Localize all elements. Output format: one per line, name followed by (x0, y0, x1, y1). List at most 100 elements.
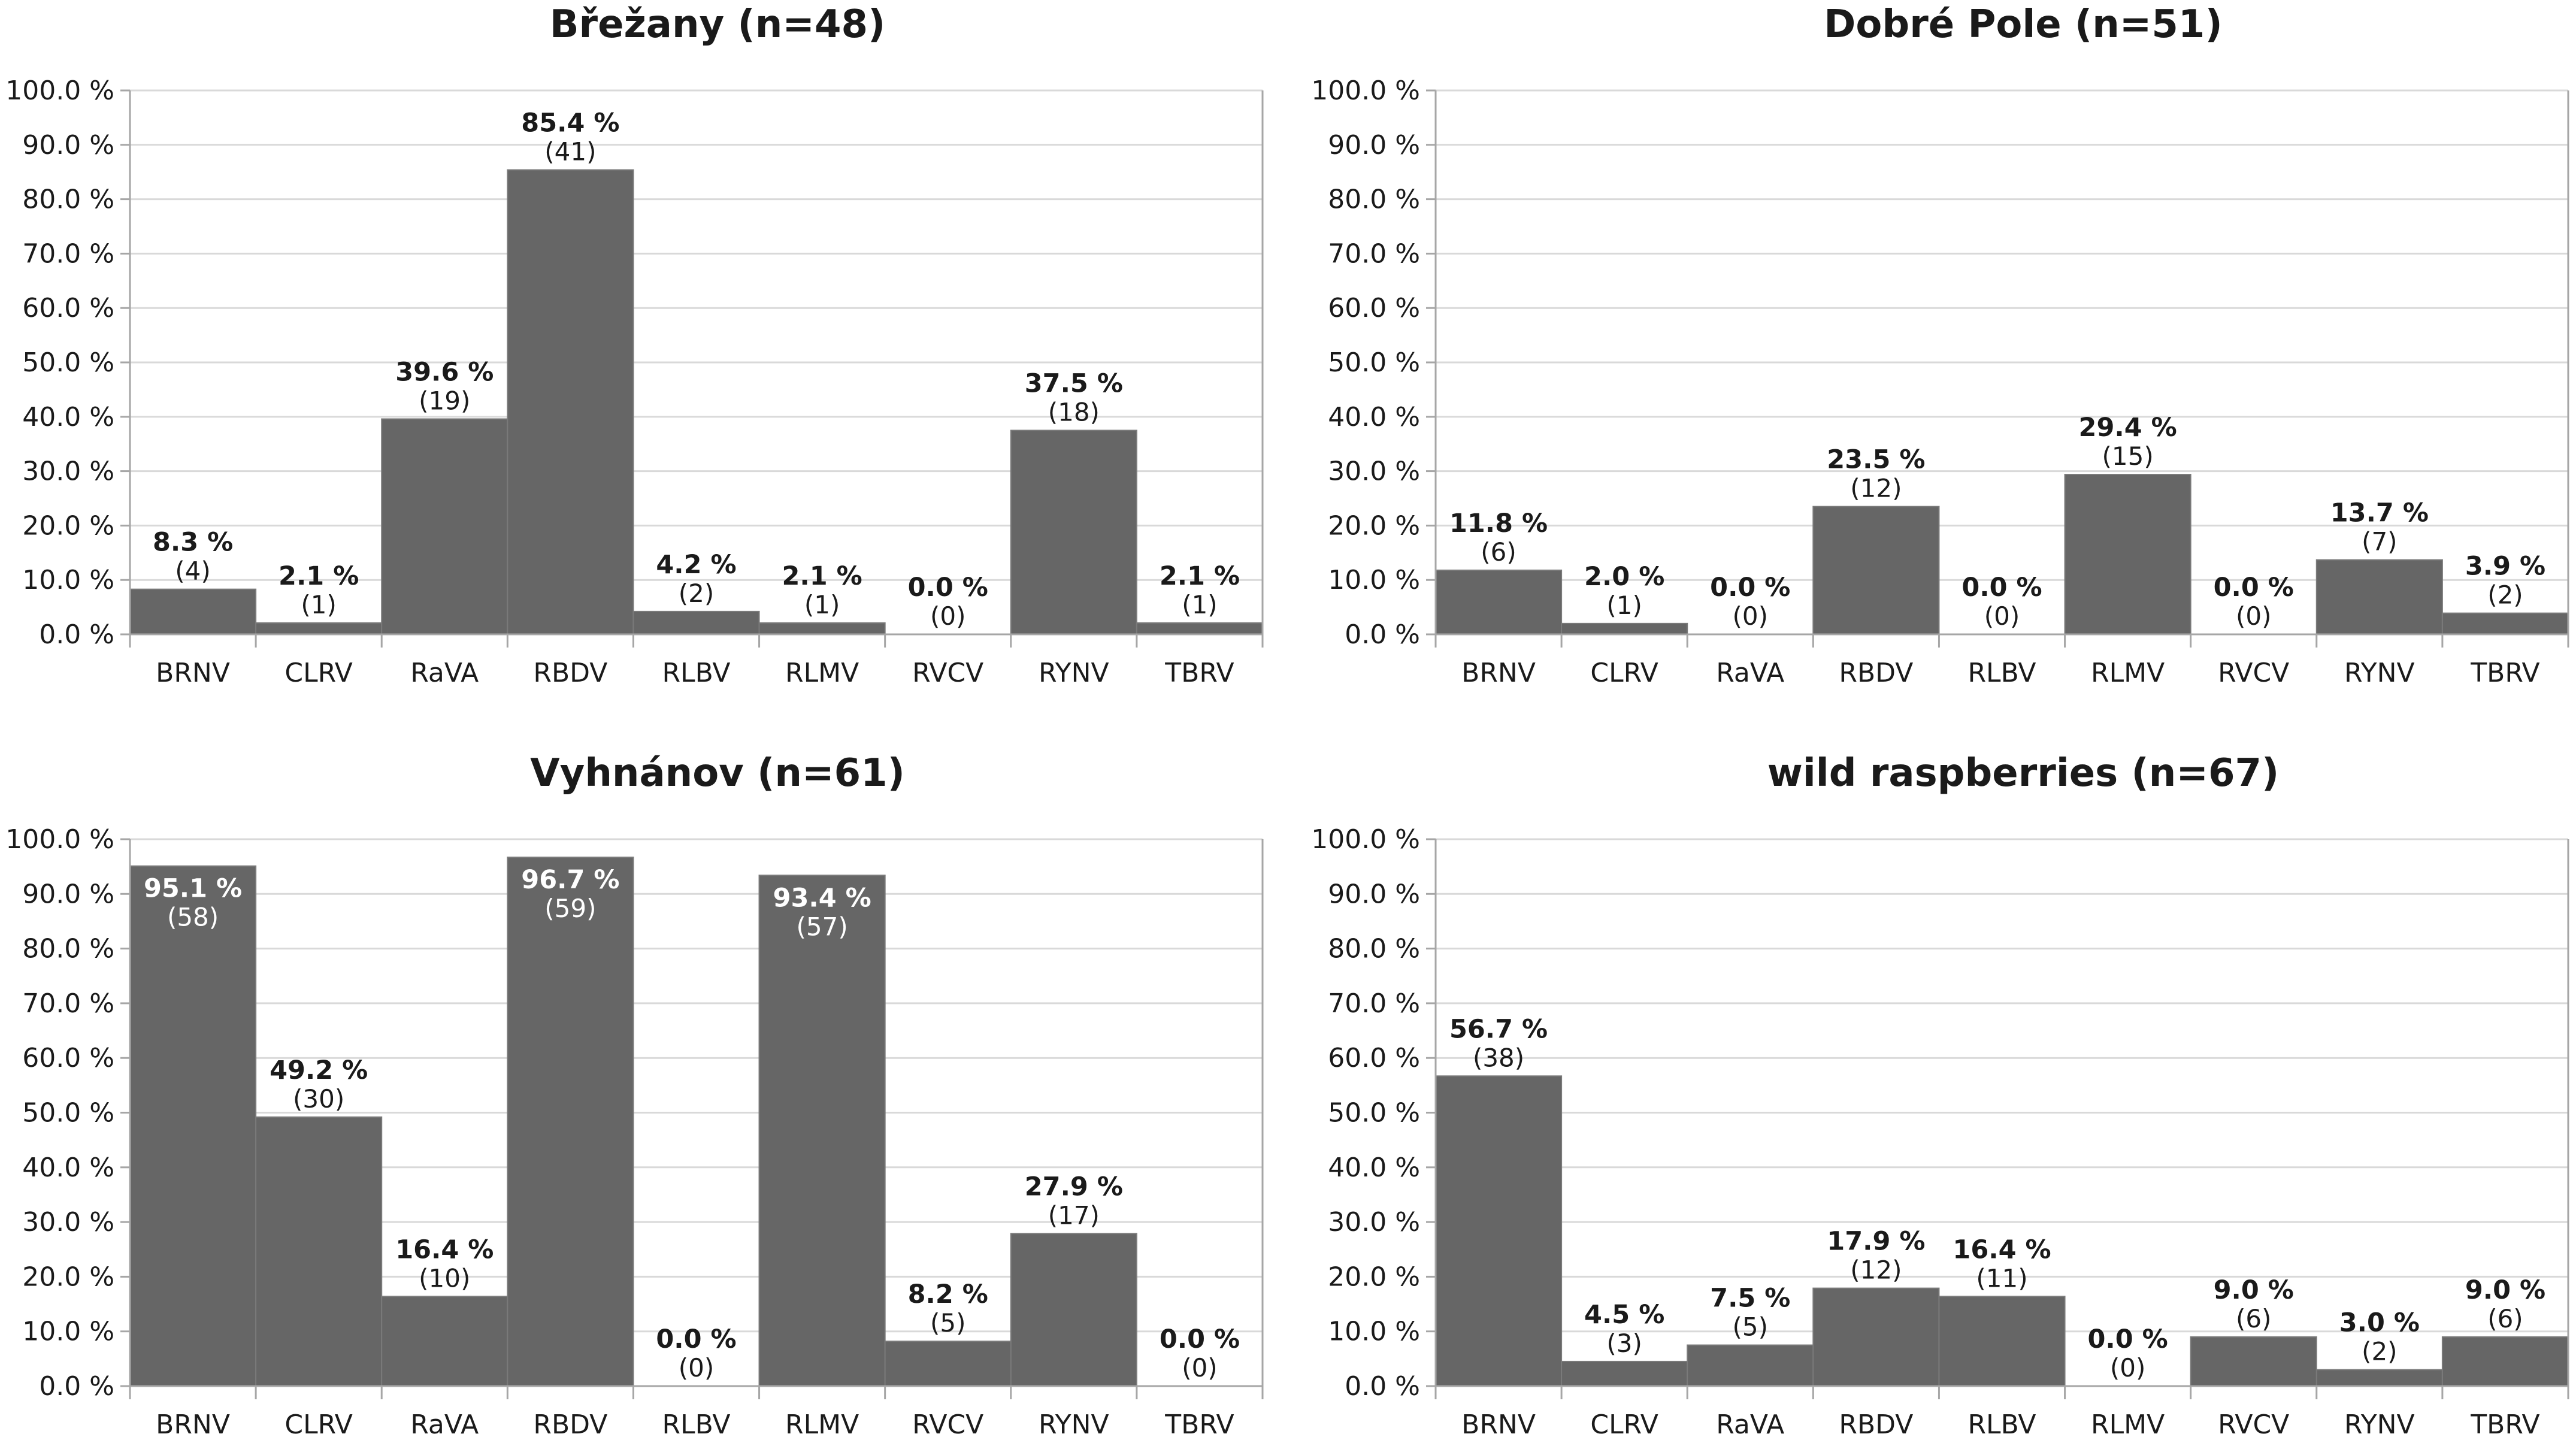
x-tick-label: CLRV (284, 1409, 353, 1440)
chart-panel-0: Břežany (n=48) 0.0 % 10.0 % 20.0 % 30.0 % 40.… (5, 2, 1264, 688)
y-tick-label: 10.0 % (22, 565, 114, 595)
data-label-count: (30) (293, 1084, 344, 1114)
bar-rynv (1010, 429, 1137, 635)
x-tick-label: RBDV (1839, 1409, 1913, 1440)
data-label-count: (2) (2362, 1337, 2398, 1366)
x-tick-label: TBRV (2470, 658, 2539, 688)
y-tick-label: 40.0 % (1328, 1152, 1420, 1183)
y-tick-label: 40.0 % (22, 1152, 114, 1183)
axis-frame (129, 839, 1264, 1387)
data-label-percent: 49.2 % (270, 1055, 368, 1085)
bar-clrv (255, 622, 383, 636)
data-label-percent: 3.9 % (2465, 552, 2545, 582)
bar-tbrv (2441, 1336, 2569, 1387)
bar-brnv (1435, 569, 1563, 636)
bar-rbdv (1812, 506, 1940, 635)
data-label-percent: 2.1 % (1160, 561, 1240, 591)
x-tick-label: CLRV (284, 658, 353, 688)
chart-title: Vyhnánov (n=61) (530, 751, 905, 795)
y-tick-label: 100.0 % (5, 824, 114, 855)
y-tick-label: 0.0 % (39, 619, 114, 650)
x-tick-label: CLRV (1590, 1409, 1658, 1440)
y-tick-label: 40.0 % (1328, 402, 1420, 432)
axis-frame (1434, 90, 2569, 636)
y-tick-label: 40.0 % (22, 402, 114, 432)
chart-title: Dobré Pole (n=51) (1824, 2, 2222, 47)
x-tick-label: RLBV (662, 1409, 730, 1440)
y-tick-label: 10.0 % (1328, 565, 1420, 595)
data-label-percent: 9.0 % (2214, 1275, 2294, 1305)
bar-rlmv (2064, 474, 2191, 635)
data-label-count: (1) (301, 590, 337, 619)
axis-frame (129, 90, 1264, 636)
bar-rynv (1010, 1233, 1137, 1387)
data-label-count: (58) (167, 903, 219, 932)
data-label-count: (38) (1473, 1043, 1524, 1072)
bar-rynv (2315, 1369, 2443, 1387)
y-tick-label: 50.0 % (1328, 1098, 1420, 1129)
y-tick-label: 80.0 % (22, 184, 114, 215)
data-label-percent: 2.0 % (1584, 562, 1664, 592)
bar-rbdv (507, 857, 634, 1387)
x-tick-label: RVCV (2218, 1409, 2289, 1440)
bar-clrv (1561, 622, 1688, 635)
data-label-percent: 29.4 % (2079, 413, 2177, 443)
data-label-count: (1) (804, 590, 840, 619)
data-label-count: (12) (1850, 474, 1902, 503)
chart-panel-2: Vyhnánov (n=61) 0.0 % 10.0 % 20.0 % 30.0 % 40… (5, 751, 1264, 1440)
y-tick-label: 60.0 % (1328, 293, 1420, 323)
data-label-count: (10) (419, 1263, 470, 1293)
x-tick-label: TBRV (1164, 658, 1234, 688)
data-label-percent: 8.2 % (908, 1279, 988, 1309)
data-label-count: (11) (1976, 1263, 2027, 1293)
bar-brnv (129, 588, 257, 635)
x-tick-label: RLMV (785, 658, 859, 688)
x-tick-label: RaVA (410, 1409, 479, 1440)
axis-frame (1434, 839, 2569, 1387)
data-label-count: (57) (797, 912, 848, 941)
data-label-count: (1) (1182, 590, 1218, 619)
data-label-percent: 16.4 % (395, 1235, 494, 1264)
data-label-count: (0) (2236, 601, 2272, 631)
y-tick-label: 0.0 % (1345, 619, 1420, 650)
y-tick-label: 80.0 % (1328, 934, 1420, 964)
y-tick-label: 30.0 % (1328, 1207, 1420, 1238)
data-label-count: (2) (679, 579, 715, 608)
data-label-percent: 16.4 % (1953, 1235, 2051, 1264)
x-tick-label: RBDV (1839, 658, 1913, 688)
data-label-count: (5) (930, 1308, 966, 1338)
y-tick-label: 30.0 % (22, 456, 114, 487)
bar-rbdv (1812, 1287, 1940, 1387)
data-label-percent: 4.2 % (656, 550, 736, 580)
bar-brnv (129, 865, 257, 1387)
data-label-percent: 11.8 % (1449, 509, 1548, 539)
data-label-count: (6) (2236, 1304, 2272, 1333)
x-tick-label: RVCV (2218, 658, 2289, 688)
data-label-count: (15) (2102, 441, 2154, 471)
x-tick-label: RYNV (2344, 658, 2415, 688)
data-label-count: (41) (544, 137, 596, 167)
data-label-percent: 39.6 % (395, 357, 494, 387)
bar-rlbv (632, 610, 760, 636)
y-tick-label: 90.0 % (22, 130, 114, 161)
x-tick-label: RVCV (912, 658, 983, 688)
data-label-percent: 37.5 % (1025, 369, 1123, 399)
chart-title: Břežany (n=48) (550, 2, 886, 47)
y-tick-label: 60.0 % (22, 1043, 114, 1073)
bar-clrv (255, 1116, 383, 1387)
chart-panel-1: Dobré Pole (n=51) 0.0 % 10.0 % 20.0 % 30.0 %… (1311, 2, 2569, 688)
data-label-percent: 0.0 % (1160, 1324, 1240, 1354)
bar-tbrv (2441, 612, 2569, 636)
y-tick-label: 70.0 % (1328, 238, 1420, 269)
bar-rava (381, 418, 508, 635)
y-tick-label: 60.0 % (1328, 1043, 1420, 1073)
x-tick-label: BRNV (1461, 1409, 1536, 1440)
y-tick-label: 100.0 % (1311, 824, 1420, 855)
data-label-count: (6) (1481, 537, 1516, 567)
y-tick-label: 0.0 % (39, 1371, 114, 1402)
y-tick-label: 10.0 % (22, 1317, 114, 1347)
x-tick-label: RLBV (1967, 1409, 2036, 1440)
y-tick-label: 70.0 % (22, 988, 114, 1019)
y-tick-label: 50.0 % (22, 1098, 114, 1129)
